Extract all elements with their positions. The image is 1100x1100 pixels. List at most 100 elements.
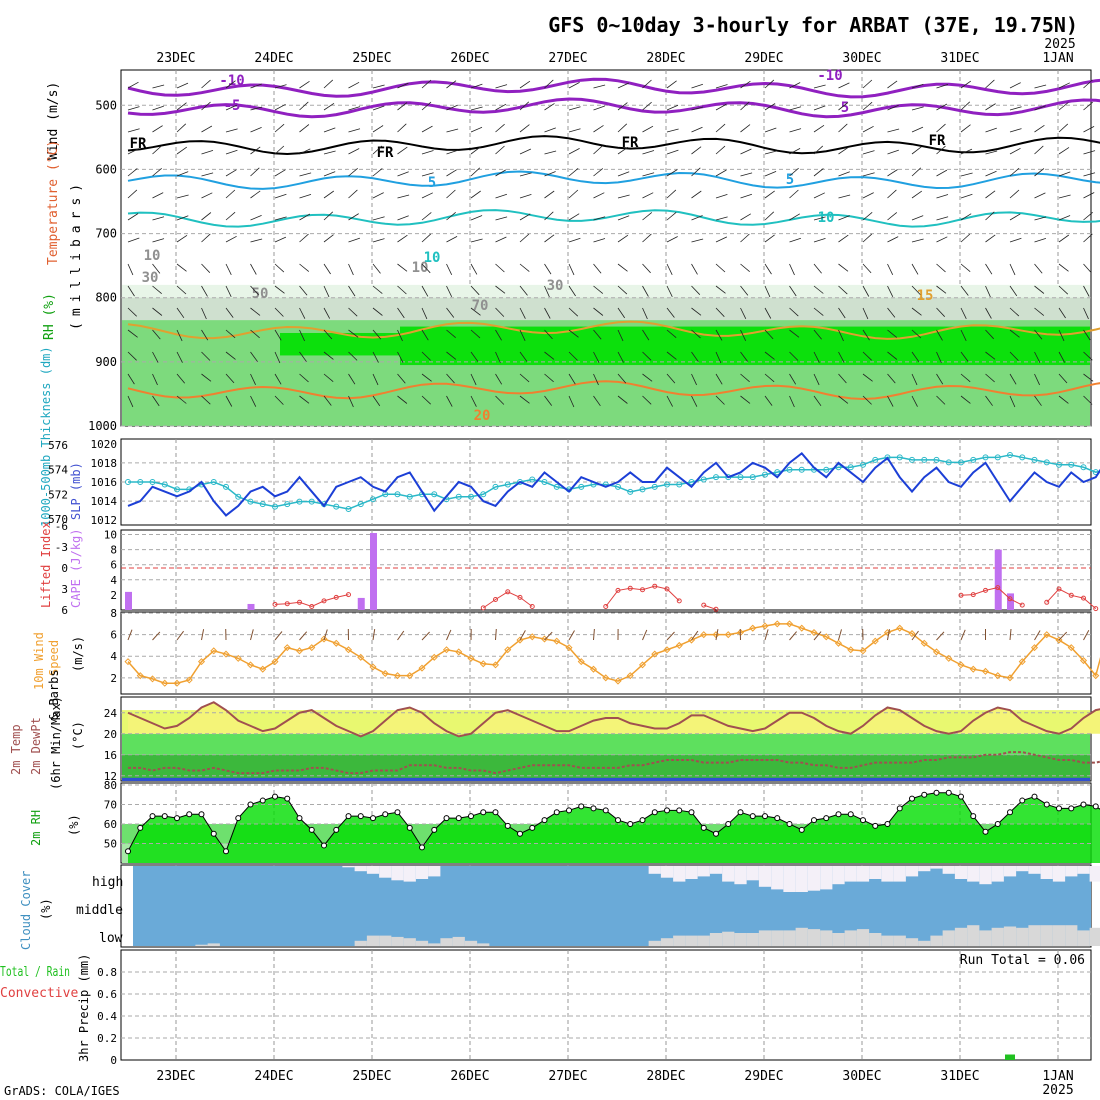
wind-barb [789,128,802,133]
wind-barb [740,193,753,199]
temperature-contour [127,97,1100,119]
wind-barb [1034,395,1042,406]
wind-barb [201,263,211,273]
wind-barb [985,373,995,383]
wind-barb [813,351,820,363]
cloud-low-bar [428,943,441,946]
wind-barb [593,216,606,221]
cloud-high-bar [415,866,429,879]
wind-speed-point [773,620,781,628]
wind-barb [397,373,406,384]
temp-tick-label: 12 [104,770,117,783]
wind-speed-point [222,650,230,658]
year-label-bottom: 2025 [1042,1083,1073,1098]
wind-barb [985,211,995,221]
cloud-high-bar [1089,866,1100,882]
rh2m-point [994,820,1001,827]
wind-speed-point [969,665,977,673]
wind-speed-point [491,661,500,669]
rh-band-bright [400,326,1090,366]
thickness-point [1068,461,1075,468]
wind-barb [813,124,825,133]
rh2m-point [480,809,487,816]
wind-barb [568,106,581,111]
rh2m-point [149,813,156,820]
precip-bar [1005,1054,1015,1060]
wind-barb [1083,101,1093,111]
wind-barb [740,329,747,341]
wind-barb [176,395,187,404]
wind-barb [593,285,604,294]
wind-barb [225,149,238,155]
contour-label: 5 [786,172,794,188]
wind-barb [495,285,506,294]
wind-barb [421,172,434,177]
wind-speed-point [234,654,242,662]
pressure-tick-label: 1000 [88,419,117,433]
wind-barb [152,263,161,274]
cloud-low-bar [207,943,220,946]
wind-barb [568,82,580,89]
wind-speed-point [320,635,328,643]
contour-label: 10 [412,260,429,276]
lifted-index-line [274,594,349,608]
wind-barb [887,263,894,275]
thickness-point [909,456,915,463]
wind-barb [348,167,358,177]
wind-speed-point [565,644,573,652]
wind-barb [1034,192,1046,199]
wind-barb [397,234,408,243]
wind-barb [274,307,284,317]
wind-barb [887,373,896,384]
wind-speed-point [638,661,647,669]
wind-barb [862,351,872,361]
wind-speed-point [344,646,353,654]
surface-wind-barb [691,630,699,641]
wind-barb [960,172,973,177]
cloud-high-bar [942,866,955,874]
wind-barb [519,263,530,272]
wind-barb [421,79,432,89]
wind-barb [764,329,774,340]
contour-label: 5 [841,100,849,116]
thickness-tick-label: 572 [48,488,68,501]
wind-barb [936,236,948,243]
wind-barb [470,395,477,407]
wind-barb [887,104,899,111]
wind-barb [323,102,335,111]
wind-barb [593,351,600,363]
wind-barb [470,146,481,155]
wind-barb [691,263,698,275]
thickness-point [492,483,499,490]
contour-label: -10 [817,68,842,84]
thickness-point [394,491,401,498]
wind-speed-point [896,624,904,632]
cloud-high-bar [379,866,392,878]
wind-barb [960,329,967,341]
wind-barb [887,189,897,199]
thickness-point [627,488,634,495]
cloud-low-bar [660,938,674,946]
wind-barb [1058,194,1071,199]
wind-speed-point [847,646,855,654]
wind-barb [274,216,287,221]
wind-barb [176,123,187,133]
wind-barb [446,211,456,221]
rh-tick-label: 50 [104,837,117,850]
thickness-point [970,456,977,463]
wind-barb [1058,263,1069,272]
rh2m-point [835,811,842,818]
lifted-index-point [1044,599,1050,605]
wind-barb [372,351,379,363]
wind-speed-point [700,631,708,639]
wind-barb [470,351,479,362]
wind-barb [470,238,483,243]
wind-barb [936,194,949,199]
rh2m-point [578,803,585,810]
wind-barb [495,236,507,243]
wind-barb [764,150,777,155]
rh2m-point [713,830,719,837]
wind-barb [225,211,236,221]
wind-barb [176,329,183,342]
wind-barb [397,194,410,199]
